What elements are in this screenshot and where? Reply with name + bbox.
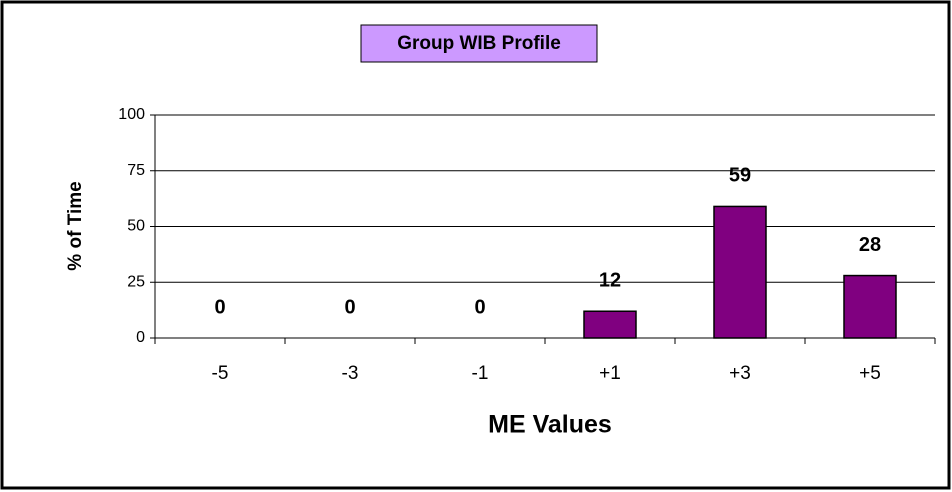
chart-title: Group WIB Profile bbox=[397, 33, 561, 54]
data-label: 0 bbox=[474, 296, 485, 318]
x-tick-label: +1 bbox=[599, 363, 621, 384]
x-tick-label: -5 bbox=[212, 363, 229, 384]
y-tick-label: 0 bbox=[136, 329, 145, 346]
x-tick-label: -3 bbox=[342, 363, 359, 384]
bar bbox=[713, 205, 767, 339]
x-tick-label: +3 bbox=[729, 363, 751, 384]
y-tick-label: 50 bbox=[127, 218, 145, 235]
x-axis-title: ME Values bbox=[488, 411, 612, 439]
data-label: 59 bbox=[729, 165, 751, 187]
data-label: 0 bbox=[214, 296, 225, 318]
bar bbox=[843, 274, 897, 339]
y-tick-label: 100 bbox=[118, 106, 145, 123]
data-label: 28 bbox=[859, 234, 881, 256]
data-label: 0 bbox=[344, 296, 355, 318]
y-tick-label: 75 bbox=[127, 162, 145, 179]
bar bbox=[583, 310, 637, 339]
x-tick-label: +5 bbox=[859, 363, 881, 384]
y-axis-title: % of Time bbox=[65, 181, 86, 270]
x-tick-label: -1 bbox=[472, 363, 489, 384]
title-box bbox=[360, 24, 598, 63]
data-label: 12 bbox=[599, 270, 621, 292]
y-tick-label: 25 bbox=[127, 273, 145, 290]
